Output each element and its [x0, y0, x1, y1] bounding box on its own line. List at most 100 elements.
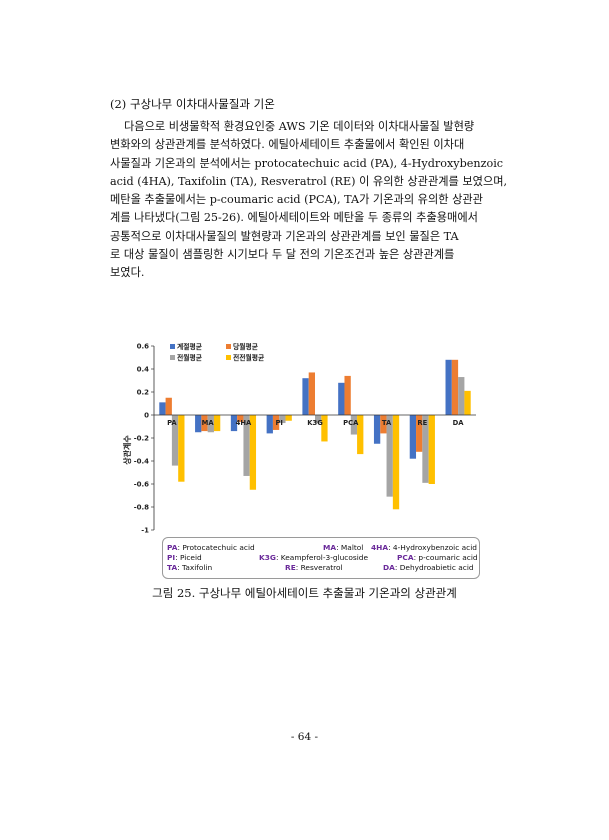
paragraph-line: 메탄올 추출물에서는 p-coumaric acid (PCA), TA가 기온… — [110, 193, 483, 207]
page-number: - 64 - — [290, 731, 319, 743]
abbreviation-row: PI: Piceid K3G: Keampferol-3-glucoside P… — [167, 553, 478, 563]
abbreviation-key: PCA — [397, 553, 414, 562]
bar — [302, 378, 309, 415]
chart-svg: 0.6 0.4 0.2 0 -0.2 -0.4 -0.6 -0.8 -1 상관계수 PA MA 4HA P… — [122, 342, 476, 535]
legend-swatch — [170, 355, 175, 360]
paragraph-line: 변화와의 상관관계를 분석하였다. 에틸아세테이트 추출물에서 확인된 이차대 — [110, 138, 465, 152]
legend-swatch — [226, 355, 231, 360]
abbreviation-item: RE: Resveratrol — [285, 563, 343, 572]
abbreviation-name: Maltol — [340, 543, 364, 552]
x-tick-label: K3G — [307, 419, 323, 427]
legend-label: 전전월평균 — [233, 353, 265, 362]
bar — [422, 415, 429, 483]
bar — [213, 415, 221, 432]
bar — [171, 415, 179, 466]
abbreviation-legend: PA: Protocatechuic acid MA: Maltol 4HA: … — [162, 537, 480, 579]
y-tick-label: -0.6 — [134, 481, 149, 489]
abbreviation-item: 4HA: 4-Hydroxybenzoic acid — [371, 543, 477, 552]
bar — [249, 415, 257, 490]
bar — [464, 390, 471, 415]
bar — [350, 415, 358, 435]
abbreviation-row: PA: Protocatechuic acid MA: Maltol 4HA: … — [167, 543, 477, 553]
bar — [380, 415, 387, 434]
bar — [373, 415, 381, 444]
abbreviation-row: TA: Taxifolin RE: Resveratrol DA: Dehydr… — [167, 563, 475, 573]
bar — [201, 415, 208, 432]
bar — [416, 415, 423, 452]
y-tick-label: -0.2 — [134, 435, 149, 443]
abbreviation-key: PA — [167, 543, 178, 552]
paragraph-line: 공통적으로 이차대사물질의 발현량과 기온과의 상관관계를 보인 물질은 TA — [110, 229, 459, 243]
legend-label: 계절평균 — [177, 342, 203, 351]
bar — [315, 415, 322, 424]
bar — [230, 415, 238, 432]
y-tick-label: -0.8 — [134, 504, 149, 512]
bar — [409, 415, 417, 459]
x-tick-label: 4HA — [236, 419, 252, 427]
x-tick-label: TA — [382, 419, 392, 427]
bar — [285, 415, 292, 421]
abbreviation-key: TA — [167, 563, 178, 572]
bar — [237, 415, 244, 422]
bar — [165, 397, 172, 415]
legend-label: 당월평균 — [233, 342, 259, 351]
x-tick-label: MA — [202, 419, 215, 427]
abbreviation-key: PI — [167, 553, 176, 562]
abbreviation-name: Taxifolin — [182, 563, 213, 572]
abbreviation-name: Piceid — [180, 553, 202, 562]
bar — [195, 415, 202, 433]
bar — [386, 415, 393, 497]
legend-label: 전월평균 — [177, 353, 203, 362]
correlation-bar-chart: 0.6 0.4 0.2 0 -0.2 -0.4 -0.6 -0.8 -1 상관계수 PA MA 4HA P… — [118, 338, 490, 583]
abbreviation-item: K3G: Keampferol-3-glucoside — [259, 553, 369, 562]
bar — [357, 415, 364, 455]
abbreviation-key: DA — [383, 563, 395, 572]
bar — [445, 359, 452, 415]
bar — [279, 415, 286, 424]
bar — [344, 375, 351, 415]
section-heading: (2) 구상나무 이차대사물질과 기온 — [110, 97, 275, 111]
x-tick-label: RE — [417, 419, 427, 427]
bar — [178, 415, 185, 482]
abbreviation-item: DA: Dehydroabietic acid — [383, 563, 474, 572]
x-tick-label: DA — [453, 419, 465, 427]
bar — [458, 377, 465, 415]
bar — [451, 359, 459, 415]
abbreviation-item: MA: Maltol — [323, 543, 364, 552]
y-tick-label: 0.4 — [137, 366, 150, 374]
bar — [308, 372, 315, 415]
x-tick-label: PA — [167, 419, 177, 427]
paragraph-line: acid (4HA), Taxifolin (TA), Resveratrol … — [110, 174, 508, 188]
bar — [272, 415, 280, 430]
paragraph-line: 보였다. — [110, 266, 145, 280]
y-tick-label: 0.2 — [137, 389, 150, 397]
y-tick-label: -1 — [141, 527, 149, 535]
paragraph-line: 계를 나타냈다(그림 25-26). 에틸아세테이트와 메탄올 두 종류의 추출… — [110, 211, 478, 225]
abbreviation-item: PI: Piceid — [167, 553, 202, 562]
y-tick-label: 0.6 — [137, 343, 150, 351]
paragraph-line: 사물질과 기온과의 분석에서는 protocatechuic acid (PA)… — [110, 156, 504, 170]
bar — [428, 415, 435, 484]
abbreviation-name: 4-Hydroxybenzoic acid — [392, 543, 477, 552]
bar — [243, 415, 250, 476]
abbreviation-name: Keampferol-3-glucoside — [280, 553, 369, 562]
bar — [159, 402, 166, 415]
body-paragraph: 다음으로 비생물학적 환경요인중 AWS 기온 데이터와 이차대사물질 발현량 … — [110, 118, 510, 283]
bar — [266, 415, 273, 434]
abbreviation-name: p-coumaric acid — [418, 553, 478, 562]
abbreviation-item: TA: Taxifolin — [167, 563, 213, 572]
bar — [321, 415, 328, 442]
abbreviation-name: Resveratrol — [300, 563, 343, 572]
x-tick-label: PCA — [343, 419, 359, 427]
bar — [338, 382, 345, 415]
paragraph-line: 다음으로 비생물학적 환경요인중 AWS 기온 데이터와 이차대사물질 발현량 — [124, 120, 475, 133]
bar — [392, 415, 400, 510]
y-axis-label: 상관계수 — [122, 435, 132, 465]
abbreviation-name: Dehydroabietic acid — [399, 563, 474, 572]
figure-caption: 그림 25. 구상나무 에틸아세테이트 추출물과 기온과의 상관관계 — [152, 586, 457, 600]
abbreviation-key: K3G — [259, 553, 276, 562]
abbreviation-item: PA: Protocatechuic acid — [167, 543, 255, 552]
abbreviation-item: PCA: p-coumaric acid — [397, 553, 478, 562]
y-tick-label: 0 — [144, 412, 149, 420]
